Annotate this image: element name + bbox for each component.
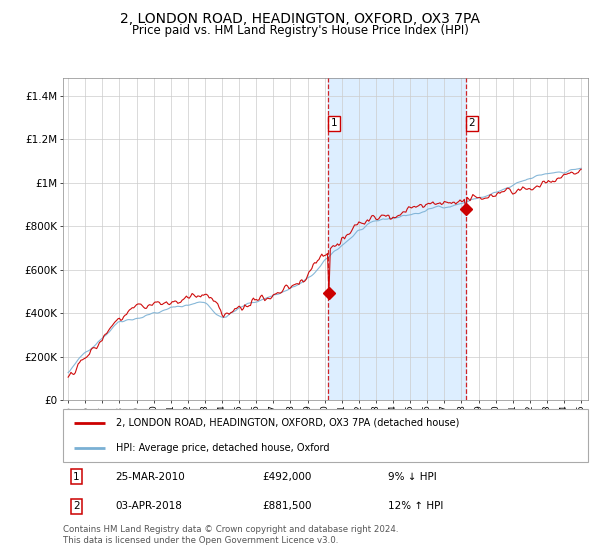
Text: Price paid vs. HM Land Registry's House Price Index (HPI): Price paid vs. HM Land Registry's House … <box>131 24 469 37</box>
Text: 2, LONDON ROAD, HEADINGTON, OXFORD, OX3 7PA: 2, LONDON ROAD, HEADINGTON, OXFORD, OX3 … <box>120 12 480 26</box>
Text: Contains HM Land Registry data © Crown copyright and database right 2024.
This d: Contains HM Land Registry data © Crown c… <box>63 525 398 545</box>
Text: HPI: Average price, detached house, Oxford: HPI: Average price, detached house, Oxfo… <box>115 443 329 453</box>
Text: £881,500: £881,500 <box>263 501 312 511</box>
Text: 2: 2 <box>468 119 475 128</box>
FancyBboxPatch shape <box>63 409 588 462</box>
Text: 1: 1 <box>73 472 79 482</box>
Bar <box>328 78 466 400</box>
Text: 25-MAR-2010: 25-MAR-2010 <box>115 472 185 482</box>
Text: 03-APR-2018: 03-APR-2018 <box>115 501 182 511</box>
Text: 1: 1 <box>331 119 337 128</box>
Text: £492,000: £492,000 <box>263 472 312 482</box>
Text: 9% ↓ HPI: 9% ↓ HPI <box>389 472 437 482</box>
Text: 2, LONDON ROAD, HEADINGTON, OXFORD, OX3 7PA (detached house): 2, LONDON ROAD, HEADINGTON, OXFORD, OX3 … <box>115 418 459 428</box>
Text: 12% ↑ HPI: 12% ↑ HPI <box>389 501 444 511</box>
Text: 2: 2 <box>73 501 79 511</box>
